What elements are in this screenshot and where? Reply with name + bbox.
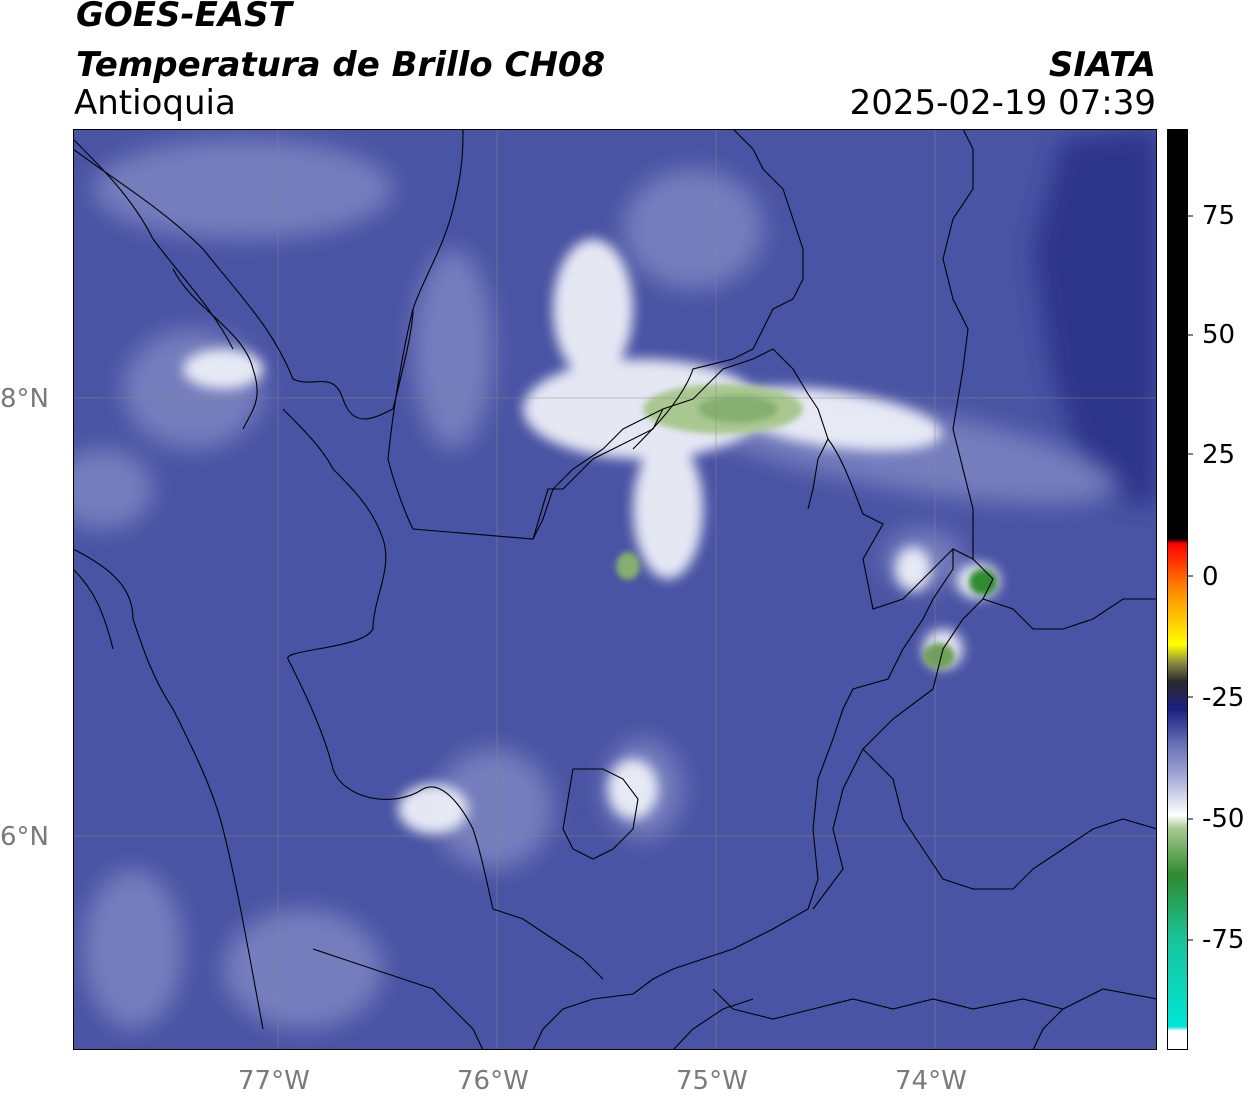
colorbar-tick-minus50: -50 (1202, 804, 1245, 834)
colorbar-tick-minus75: -75 (1202, 925, 1245, 955)
brand-label: SIATA (1048, 45, 1156, 85)
timestamp-label: 2025-02-19 07:39 (849, 83, 1156, 123)
colorbar-gradient (1167, 129, 1188, 1050)
region-label: Antioquia (74, 83, 236, 123)
coldest-tops (616, 384, 997, 669)
colorbar-tick-75: 75 (1202, 201, 1236, 231)
colorbar-tick-50: 50 (1202, 320, 1236, 350)
administrative-borders (73, 129, 1157, 1050)
colorbar-tick-minus25: -25 (1202, 683, 1245, 713)
lon-label-74w: 74°W (895, 1066, 967, 1096)
cold-cloud-east (1033, 129, 1157, 509)
lat-label-8n: 8°N (0, 384, 49, 414)
colorbar-tick-25: 25 (1202, 440, 1236, 470)
title-product: Temperatura de Brillo CH08 (76, 45, 606, 85)
lon-label-76w: 76°W (457, 1066, 529, 1096)
colorbar (1167, 129, 1193, 1050)
lon-label-77w: 77°W (238, 1066, 310, 1096)
lat-label-6n: 6°N (0, 822, 49, 852)
lon-label-75w: 75°W (676, 1066, 748, 1096)
title-satellite: GOES-EAST (76, 0, 292, 35)
colorbar-tick-0: 0 (1202, 562, 1219, 592)
gridlines (73, 129, 1157, 1050)
satellite-map (73, 129, 1157, 1050)
